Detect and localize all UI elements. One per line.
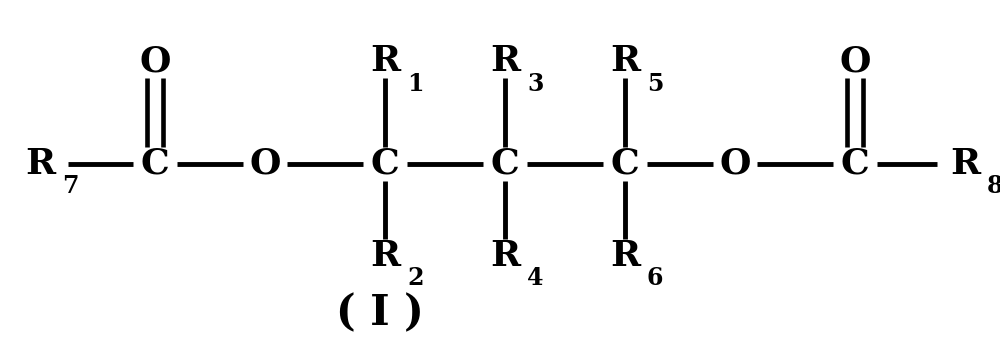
Text: C: C (371, 147, 399, 181)
Text: 4: 4 (527, 266, 544, 290)
Text: R: R (370, 44, 400, 78)
Text: R: R (370, 239, 400, 273)
Text: 2: 2 (407, 266, 424, 290)
Text: ( I ): ( I ) (336, 293, 424, 335)
Text: 1: 1 (407, 72, 424, 95)
Text: O: O (839, 44, 871, 78)
Text: O: O (719, 147, 751, 181)
Text: C: C (141, 147, 169, 181)
Text: C: C (841, 147, 869, 181)
Text: 5: 5 (647, 72, 663, 95)
Text: R: R (25, 147, 55, 181)
Text: R: R (610, 239, 640, 273)
Text: R: R (490, 239, 520, 273)
Text: C: C (611, 147, 639, 181)
Text: O: O (139, 44, 171, 78)
Text: 7: 7 (62, 174, 78, 198)
Text: R: R (490, 44, 520, 78)
Text: 6: 6 (647, 266, 664, 290)
Text: O: O (249, 147, 281, 181)
Text: R: R (610, 44, 640, 78)
Text: R: R (950, 147, 980, 181)
Text: 3: 3 (527, 72, 543, 95)
Text: C: C (491, 147, 519, 181)
Text: 8: 8 (987, 174, 1000, 198)
